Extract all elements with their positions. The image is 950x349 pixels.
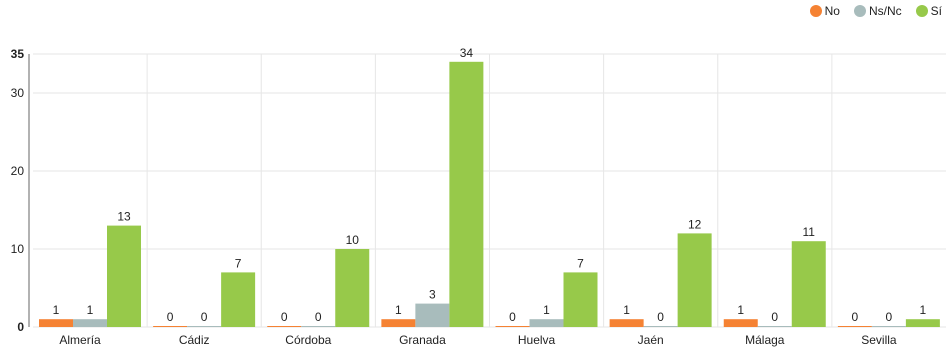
data-label-2-5: 12 — [688, 217, 702, 231]
data-label-0-3: 1 — [395, 303, 402, 317]
bar-nsnc-4 — [529, 319, 564, 327]
legend-item-nsnc[interactable]: Ns/Nc — [853, 4, 902, 18]
data-label-2-4: 7 — [577, 256, 584, 270]
y-tick-label-2: 20 — [11, 164, 25, 178]
bar-no-0 — [39, 319, 73, 327]
bar-s-6 — [791, 241, 826, 327]
y-tick-label-1: 10 — [11, 242, 25, 256]
y-tick-label-4: 35 — [11, 47, 25, 61]
chart-legend: No Ns/Nc Sí — [809, 4, 942, 18]
bar-nsnc-7 — [871, 326, 906, 327]
bar-s-2 — [335, 249, 370, 327]
legend-label-si: Sí — [930, 4, 942, 18]
data-label-2-2: 10 — [346, 233, 360, 247]
legend-label-nsnc: Ns/Nc — [868, 4, 902, 18]
data-label-1-4: 1 — [543, 303, 550, 317]
bar-no-4 — [495, 326, 530, 327]
bar-nsnc-6 — [757, 326, 792, 327]
bar-no-1 — [153, 326, 188, 327]
x-tick-label-3: Granada — [399, 333, 446, 347]
bar-no-3 — [381, 319, 416, 327]
legend-swatch-si — [915, 5, 928, 17]
x-tick-label-2: Córdoba — [285, 333, 331, 347]
x-tick-label-6: Málaga — [745, 333, 785, 347]
data-label-2-0: 13 — [117, 210, 131, 224]
data-label-1-1: 0 — [201, 310, 208, 324]
data-label-0-0: 1 — [53, 303, 60, 317]
bar-s-0 — [107, 225, 141, 327]
data-label-2-1: 7 — [235, 256, 242, 270]
data-label-1-5: 0 — [657, 310, 664, 324]
data-label-1-7: 0 — [886, 310, 893, 324]
data-label-1-0: 1 — [87, 303, 94, 317]
bar-nsnc-2 — [301, 326, 336, 327]
bar-no-6 — [723, 319, 758, 327]
legend-swatch-no — [809, 5, 822, 17]
bar-s-1 — [221, 272, 256, 327]
bar-nsnc-1 — [187, 326, 222, 327]
bar-s-4 — [563, 272, 598, 327]
data-label-0-6: 1 — [737, 303, 744, 317]
legend-item-si[interactable]: Sí — [915, 4, 942, 18]
bar-no-7 — [837, 326, 872, 327]
data-label-0-5: 1 — [623, 303, 630, 317]
y-tick-label-0: 0 — [17, 320, 24, 334]
data-label-2-7: 1 — [920, 303, 927, 317]
bar-nsnc-3 — [415, 303, 450, 327]
legend-label-no: No — [824, 4, 840, 18]
bar-no-5 — [609, 319, 644, 327]
data-label-0-7: 0 — [852, 310, 859, 324]
data-label-1-6: 0 — [771, 310, 778, 324]
bar-s-7 — [905, 319, 940, 327]
bar-s-5 — [677, 233, 712, 327]
data-label-2-3: 34 — [460, 46, 474, 60]
data-label-0-4: 0 — [509, 310, 516, 324]
data-label-1-3: 3 — [429, 288, 436, 302]
data-label-2-6: 11 — [803, 225, 816, 239]
x-tick-label-5: Jaén — [638, 333, 664, 347]
bar-nsnc-0 — [73, 319, 107, 327]
x-tick-label-1: Cádiz — [179, 333, 210, 347]
data-label-1-2: 0 — [315, 310, 322, 324]
bar-nsnc-5 — [643, 326, 678, 327]
y-tick-label-3: 30 — [11, 86, 25, 100]
data-label-0-2: 0 — [281, 310, 288, 324]
data-label-0-1: 0 — [167, 310, 174, 324]
legend-item-no[interactable]: No — [809, 4, 840, 18]
x-tick-label-4: Huelva — [518, 333, 556, 347]
x-tick-label-7: Sevilla — [861, 333, 897, 347]
bar-s-3 — [449, 61, 484, 328]
legend-swatch-nsnc — [853, 5, 866, 17]
bar-no-2 — [267, 326, 302, 327]
x-tick-label-0: Almería — [59, 333, 101, 347]
